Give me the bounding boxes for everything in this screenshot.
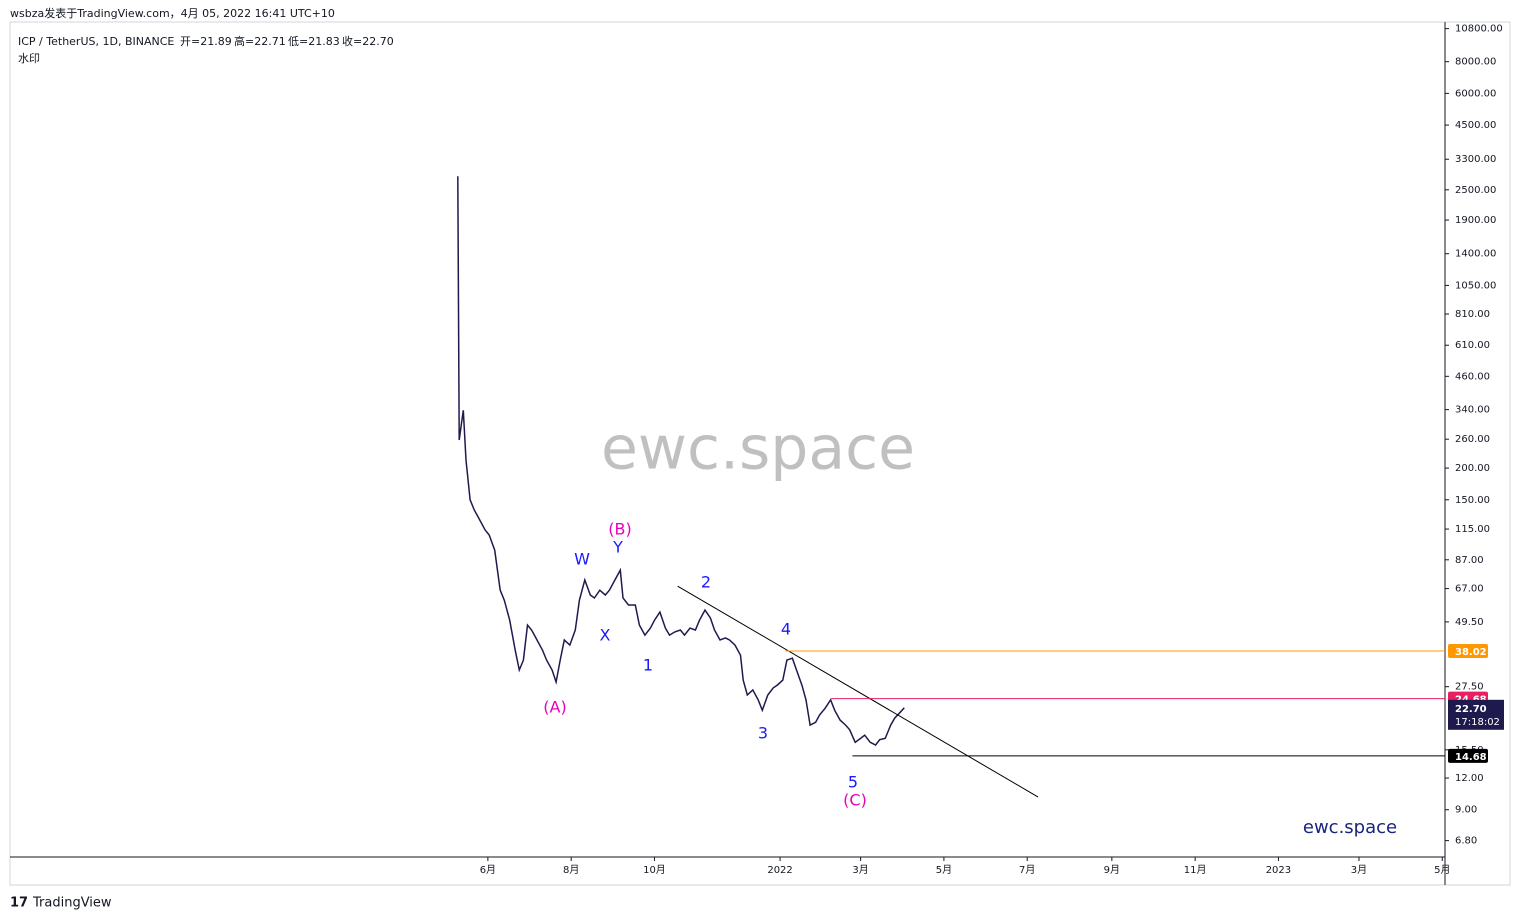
y-tick-label: 340.00 [1455, 405, 1490, 416]
ohlc: 开=21.89 [180, 35, 232, 48]
y-tick-label: 1400.00 [1455, 249, 1496, 260]
level-label: 38.02 [1455, 647, 1487, 658]
x-tick-label: 3月 [1351, 864, 1367, 876]
y-tick-label: 6.80 [1455, 836, 1477, 847]
wave-label: (A) [543, 698, 566, 717]
wave-label: 5 [848, 773, 858, 792]
y-tick-label: 4500.00 [1455, 120, 1496, 131]
level-tag [1448, 643, 1488, 658]
countdown: 17:18:02 [1455, 717, 1500, 728]
wave-label: W [574, 550, 590, 569]
y-tick-label: 460.00 [1455, 371, 1490, 382]
x-tick-label: 7月 [1019, 864, 1035, 876]
y-tick-label: 260.00 [1455, 434, 1490, 445]
symbol: ICP / TetherUS, 1D, BINANCE [18, 35, 174, 48]
y-tick-label: 27.50 [1455, 682, 1484, 693]
wave-label: 1 [643, 656, 653, 675]
y-tick-label: 10800.00 [1455, 24, 1503, 35]
x-tick-label: 3月 [852, 864, 868, 876]
x-tick-label: 8月 [563, 864, 579, 876]
y-tick-label: 115.00 [1455, 524, 1490, 535]
last-price-tag [1448, 699, 1504, 730]
wave-label: 3 [758, 724, 768, 743]
trendline [677, 585, 1039, 798]
last-price-label: 22.70 [1455, 704, 1487, 715]
wave-label: 4 [781, 620, 791, 639]
level-tag [1448, 748, 1488, 763]
y-tick-label: 150.00 [1455, 495, 1490, 506]
x-tick-label: 2023 [1266, 865, 1291, 876]
wave-label: 2 [701, 573, 711, 592]
published: wsbza发表于TradingView.com，4月 05, 2022 16:4… [10, 6, 335, 20]
y-tick-label: 67.00 [1455, 584, 1484, 595]
y-tick-label: 3300.00 [1455, 154, 1496, 165]
y-tick-label: 1900.00 [1455, 215, 1496, 226]
y-tick-label: 2500.00 [1455, 185, 1496, 196]
price-line [457, 176, 905, 746]
signature: ewc.space [1303, 817, 1397, 838]
x-tick-label: 10月 [643, 864, 666, 876]
ohlc: 收=22.70 [342, 34, 394, 48]
wave-label: (B) [608, 520, 631, 539]
x-tick-label: 11月 [1184, 864, 1207, 876]
logo: 17 [10, 896, 28, 911]
ohlc: 低=21.83 [288, 35, 340, 48]
wave-label: X [600, 626, 611, 645]
y-tick-label: 49.50 [1455, 617, 1484, 628]
wave-label: (C) [843, 791, 867, 810]
watermark-note: 水印 [18, 52, 40, 65]
watermark: ewc.space [601, 414, 915, 484]
x-tick-label: 5月 [1434, 864, 1450, 876]
y-tick-label: 610.00 [1455, 340, 1490, 351]
x-tick-label: 9月 [1104, 864, 1120, 876]
frame [9, 21, 1511, 886]
level-label: 14.68 [1455, 752, 1487, 763]
footer: TradingView [32, 896, 112, 911]
y-tick-label: 8000.00 [1455, 57, 1496, 68]
y-tick-label: 9.00 [1455, 805, 1477, 816]
y-tick-label: 6000.00 [1455, 88, 1496, 99]
y-tick-label: 1050.00 [1455, 280, 1496, 291]
y-tick-label: 810.00 [1455, 309, 1490, 320]
x-tick-label: 5月 [936, 864, 952, 876]
y-tick-label: 12.00 [1455, 773, 1484, 784]
x-tick-label: 6月 [480, 864, 496, 876]
wave-label: Y [612, 538, 623, 557]
ohlc: 高=22.71 [234, 34, 286, 48]
x-tick-label: 2022 [767, 865, 792, 876]
y-tick-label: 87.00 [1455, 555, 1484, 566]
y-tick-label: 200.00 [1455, 463, 1490, 474]
